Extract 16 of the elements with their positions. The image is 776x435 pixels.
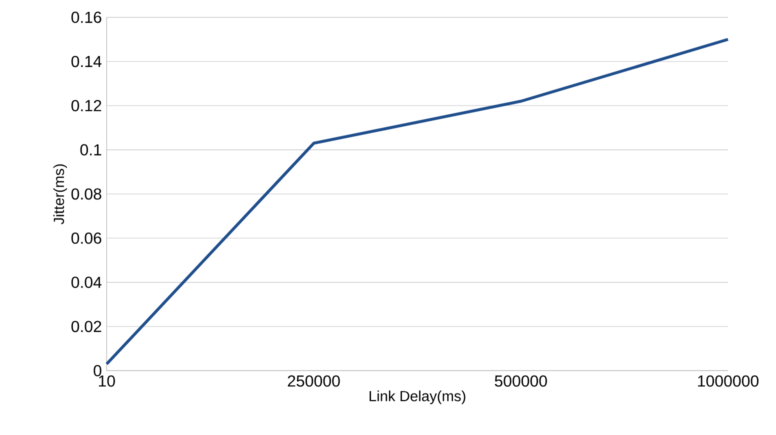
y-tick-label: 0.06 <box>71 232 102 244</box>
y-tick-label: 0.1 <box>80 144 102 156</box>
line-series <box>105 38 730 366</box>
y-tick-label: 0.04 <box>71 276 102 288</box>
y-tick-label: 0 <box>94 365 102 376</box>
y-axis-title: Jitter(ms) <box>53 164 67 224</box>
y-tick-label: 0.08 <box>71 188 102 200</box>
x-tick-label: 1000000 <box>698 376 759 387</box>
y-tick-label: 0.02 <box>71 321 102 332</box>
y-tick-label: 0.12 <box>71 100 102 112</box>
x-tick-label: 250000 <box>288 376 340 387</box>
y-tick-label: 0.16 <box>71 12 102 24</box>
y-tick-label: 0.14 <box>71 56 102 68</box>
x-tick-label: 10 <box>98 376 115 387</box>
x-axis-title: Link Delay(ms) <box>370 390 466 404</box>
x-tick-label: 500000 <box>494 376 547 387</box>
